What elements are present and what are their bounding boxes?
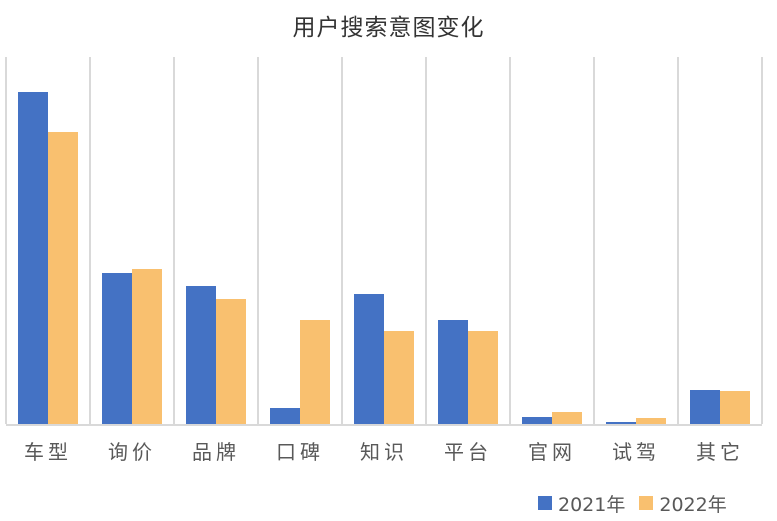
x-axis-label: 口碑 [276, 440, 324, 464]
x-axis-label: 品牌 [192, 440, 240, 464]
bar-2021[interactable] [186, 286, 216, 424]
gridline [5, 57, 7, 424]
legend-label-2021: 2021年 [558, 493, 626, 516]
gridline [257, 57, 259, 424]
bar-2022[interactable] [48, 132, 78, 424]
bar-2022[interactable] [468, 331, 498, 424]
bar-2021[interactable] [438, 320, 468, 424]
chart-title: 用户搜索意图变化 [292, 15, 485, 41]
plot-area [5, 57, 763, 426]
gridline [341, 57, 343, 424]
bar-2021[interactable] [102, 273, 132, 424]
x-axis-baseline [6, 424, 762, 426]
legend-swatch-2022 [639, 496, 654, 510]
bar-2021[interactable] [270, 408, 300, 424]
bar-2021[interactable] [606, 422, 636, 424]
x-axis-label: 询价 [108, 440, 156, 464]
gridline [761, 57, 763, 424]
x-axis-labels: 车型 询价 品牌 口碑 知识 平台 官网 试驾 其它 [6, 436, 762, 466]
bar-2021[interactable] [18, 92, 48, 424]
gridline [509, 57, 511, 424]
bar-2021[interactable] [690, 390, 720, 424]
bar-2022[interactable] [636, 418, 666, 424]
bar-2022[interactable] [720, 391, 750, 424]
gridline [593, 57, 595, 424]
x-axis-label: 官网 [528, 440, 576, 464]
bar-2021[interactable] [354, 294, 384, 424]
bar-2021[interactable] [522, 417, 552, 424]
x-axis-label: 平台 [444, 440, 492, 464]
bar-2022[interactable] [552, 412, 582, 424]
bar-2022[interactable] [300, 320, 330, 424]
gridline [173, 57, 175, 424]
x-axis-label: 车型 [24, 440, 72, 464]
legend-label-2022: 2022年 [659, 493, 727, 516]
gridline [89, 57, 91, 424]
legend-item-2022[interactable]: 2022年 [639, 490, 727, 517]
legend-swatch-2021 [538, 496, 552, 510]
bar-2022[interactable] [216, 299, 246, 424]
bar-2022[interactable] [384, 331, 414, 424]
gridline [425, 57, 427, 424]
x-axis-label: 知识 [360, 440, 408, 464]
gridline [677, 57, 679, 424]
bar-2022[interactable] [132, 269, 162, 424]
legend: 2021年 2022年 [538, 490, 741, 517]
legend-item-2021[interactable]: 2021年 [538, 490, 625, 517]
x-axis-label: 其它 [696, 440, 744, 464]
x-axis-label: 试驾 [612, 440, 660, 464]
